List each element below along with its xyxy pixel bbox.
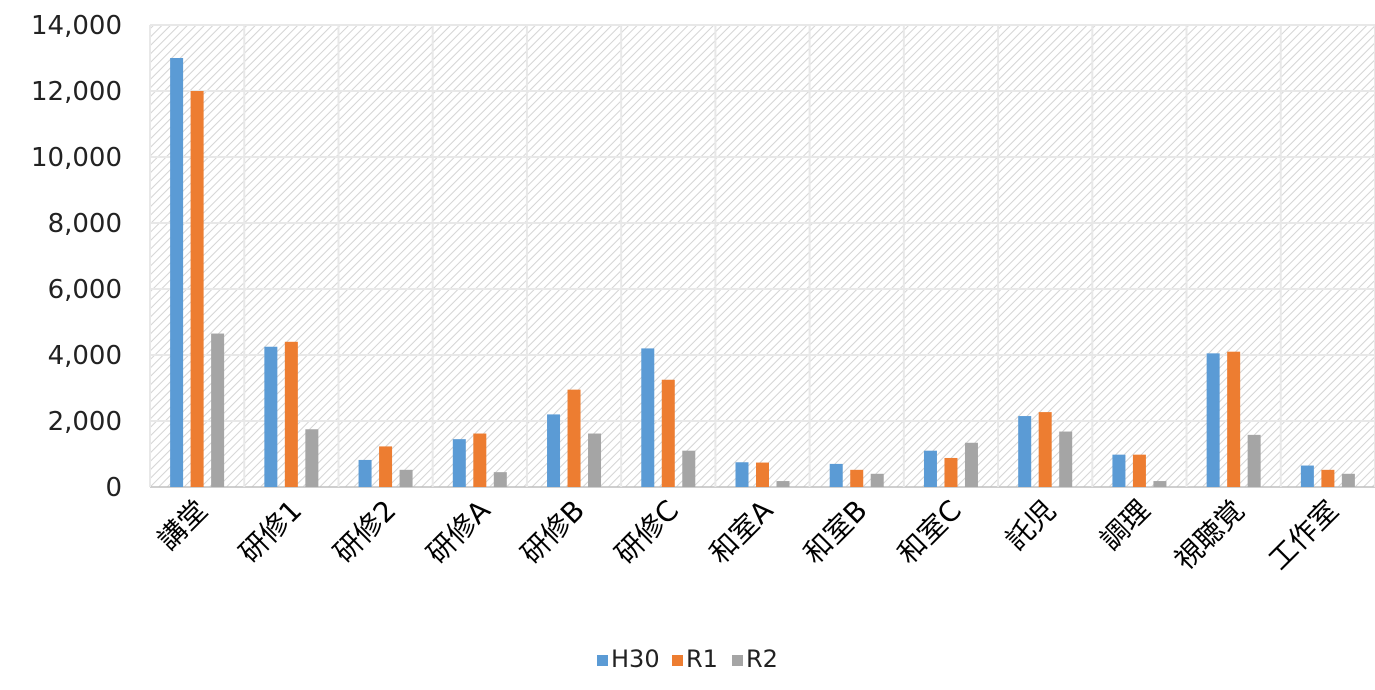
bar-r2 (1341, 473, 1355, 487)
bar-r2 (776, 481, 790, 487)
category-label: 研修1 (233, 494, 309, 570)
bar-h30 (1300, 465, 1314, 487)
bar-h30 (829, 463, 843, 487)
legend-swatch-r2 (732, 655, 743, 666)
category-label: 研修2 (327, 494, 403, 570)
category-label: 研修C (608, 494, 685, 571)
category-label: 研修A (420, 494, 496, 570)
bar-r1 (1227, 351, 1241, 487)
category-label: 和室A (703, 494, 779, 570)
category-label: 和室C (891, 494, 968, 571)
bar-r1 (1132, 454, 1146, 487)
bar-r1 (661, 379, 675, 487)
bar-r1 (944, 457, 958, 487)
bar-r2 (588, 433, 602, 487)
bar-h30 (735, 462, 749, 487)
bar-h30 (641, 348, 655, 487)
category-label: 調理 (1093, 494, 1156, 557)
bar-h30 (1018, 416, 1032, 487)
bar-h30 (923, 450, 937, 487)
category-label: 講堂 (151, 494, 214, 557)
legend-label: R1 (686, 645, 718, 673)
bar-r2 (211, 333, 225, 487)
bar-r1 (756, 462, 769, 487)
bar-h30 (170, 58, 184, 487)
category-label: 託児 (999, 494, 1062, 557)
y-tick-label: 10,000 (31, 143, 122, 173)
bar-r1 (1321, 469, 1335, 487)
bar-r2 (682, 450, 696, 487)
y-tick-label: 0 (105, 473, 122, 503)
legend-swatch-r1 (672, 655, 683, 666)
y-tick-label: 14,000 (31, 11, 122, 41)
bar-r1 (473, 433, 487, 487)
bars (170, 58, 1355, 487)
plot-area-background (150, 25, 1375, 487)
legend: H30 R1 R2 (597, 645, 778, 673)
bar-r1 (284, 341, 298, 487)
y-tick-label: 2,000 (48, 407, 122, 437)
y-tick-label: 4,000 (48, 341, 122, 371)
legend-swatch-h30 (597, 655, 608, 666)
bar-r2 (964, 442, 978, 487)
bar-r1 (850, 469, 864, 487)
bar-h30 (264, 346, 278, 487)
bar-r1 (379, 446, 393, 487)
legend-label: H30 (611, 645, 660, 673)
bar-r1 (1038, 412, 1052, 487)
bar-r2 (493, 472, 507, 487)
bar-r1 (190, 91, 204, 487)
y-tick-label: 8,000 (48, 209, 122, 239)
bar-r2 (870, 473, 884, 487)
category-label: 和室B (797, 494, 874, 571)
bar-h30 (1112, 454, 1126, 487)
bar-h30 (547, 414, 561, 487)
bar-r2 (1059, 431, 1073, 487)
y-tick-label: 12,000 (31, 77, 122, 107)
bar-r2 (1153, 481, 1167, 487)
bar-r2 (305, 429, 319, 487)
bar-r2 (1247, 434, 1261, 487)
gridlines (149, 24, 1375, 488)
bar-h30 (1206, 353, 1220, 487)
bar-h30 (358, 459, 372, 487)
bar-h30 (452, 439, 466, 487)
legend-label: R2 (746, 645, 778, 673)
y-tick-label: 6,000 (48, 275, 122, 305)
bar-r1 (567, 389, 581, 487)
y-axis-tick-labels: 0 2,000 4,000 6,000 8,000 10,000 12,000 14,000 (31, 11, 122, 503)
bar-r2 (399, 469, 413, 487)
category-label: 工作室 (1262, 494, 1345, 577)
category-label: 研修B (514, 494, 591, 571)
category-labels: 講堂 研修1 研修2 研修A 研修B 研修C 和室A 和室B 和室C 託児 調理 視聴覚 工作室 (151, 494, 1345, 577)
category-label: 視聴覚 (1168, 494, 1251, 577)
